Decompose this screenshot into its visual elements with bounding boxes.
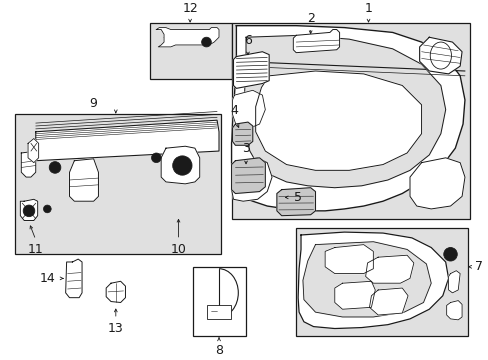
Text: 14: 14 [39, 272, 55, 285]
Polygon shape [231, 26, 464, 211]
Polygon shape [232, 90, 265, 129]
Text: 1: 1 [364, 2, 372, 15]
Circle shape [43, 205, 51, 213]
Circle shape [151, 153, 161, 163]
Polygon shape [255, 71, 421, 170]
Polygon shape [106, 281, 125, 302]
Polygon shape [28, 139, 39, 163]
Polygon shape [276, 188, 315, 216]
Polygon shape [156, 28, 219, 47]
Polygon shape [369, 288, 407, 315]
Bar [296, 228, 467, 336]
Circle shape [172, 156, 192, 175]
Text: 5: 5 [294, 191, 302, 204]
Text: 9: 9 [89, 96, 98, 109]
Polygon shape [409, 158, 464, 209]
Text: 6: 6 [244, 34, 251, 47]
Circle shape [49, 162, 61, 173]
Polygon shape [419, 37, 461, 74]
Polygon shape [161, 146, 199, 184]
Text: 10: 10 [170, 243, 186, 256]
Polygon shape [21, 151, 36, 177]
Polygon shape [36, 120, 219, 161]
Polygon shape [446, 301, 461, 320]
Polygon shape [231, 158, 271, 201]
Bar [231, 23, 469, 219]
Text: 7: 7 [474, 260, 482, 273]
Text: 3: 3 [242, 142, 249, 155]
Polygon shape [365, 255, 413, 283]
Bar [207, 305, 230, 319]
Polygon shape [233, 52, 268, 88]
Polygon shape [244, 35, 445, 188]
Polygon shape [69, 159, 98, 201]
Text: 2: 2 [306, 12, 314, 25]
Polygon shape [20, 199, 38, 221]
Text: 13: 13 [108, 322, 123, 335]
Circle shape [177, 161, 187, 170]
Text: 12: 12 [182, 2, 198, 15]
Polygon shape [447, 271, 459, 293]
Polygon shape [232, 122, 252, 145]
Circle shape [204, 40, 208, 44]
Polygon shape [231, 158, 265, 193]
Circle shape [23, 205, 35, 217]
Text: 8: 8 [215, 344, 223, 357]
Polygon shape [293, 30, 339, 53]
Text: 4: 4 [230, 104, 238, 117]
Polygon shape [325, 245, 372, 274]
Circle shape [443, 248, 456, 261]
Circle shape [201, 37, 211, 47]
Polygon shape [298, 232, 447, 329]
Polygon shape [303, 242, 430, 317]
Text: 11: 11 [28, 243, 43, 256]
Bar [149, 23, 231, 79]
Polygon shape [334, 281, 374, 309]
Bar [193, 267, 245, 336]
Bar [15, 114, 221, 254]
Polygon shape [65, 259, 82, 298]
